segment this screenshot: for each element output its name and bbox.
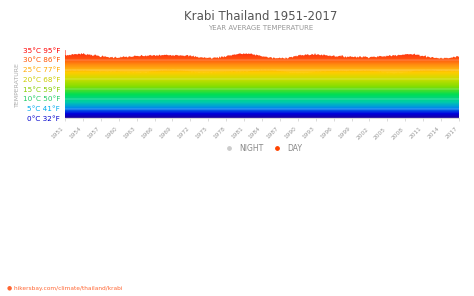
Text: YEAR AVERAGE TEMPERATURE: YEAR AVERAGE TEMPERATURE	[208, 25, 313, 31]
Y-axis label: TEMPERATURE: TEMPERATURE	[15, 62, 20, 107]
Legend: NIGHT, DAY: NIGHT, DAY	[219, 141, 305, 156]
Text: Krabi Thailand 1951-2017: Krabi Thailand 1951-2017	[184, 10, 337, 23]
Text: ● hikersbay.com/climate/thailand/krabi: ● hikersbay.com/climate/thailand/krabi	[7, 286, 123, 291]
